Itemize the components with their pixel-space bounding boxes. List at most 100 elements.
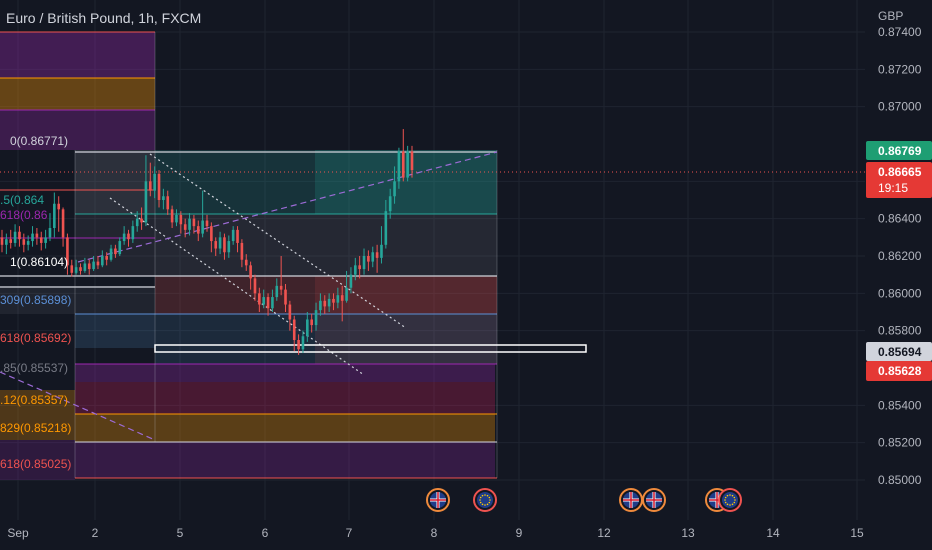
candle (384, 200, 388, 249)
candle (196, 220, 200, 242)
candle (271, 289, 274, 312)
candle (157, 170, 161, 208)
gbp-event-flag-icon[interactable] (426, 488, 450, 512)
candle-body (397, 151, 401, 182)
time-axis[interactable] (0, 520, 866, 550)
support-box[interactable] (154, 344, 587, 353)
flag-star (726, 503, 729, 506)
candle (18, 226, 21, 247)
fib-zone (155, 314, 497, 364)
candle (66, 233, 69, 275)
time-tick-label: 12 (597, 526, 611, 540)
price-tick-label: 0.85400 (878, 398, 922, 412)
flag-star (481, 494, 484, 497)
fib-level-label: 618(0.85692) (0, 331, 71, 345)
candle-body (192, 218, 196, 227)
candle-body (380, 244, 383, 258)
candle (410, 145, 414, 178)
fib-level-label: 0(0.86771) (10, 134, 68, 148)
time-tick-label: 9 (516, 526, 523, 540)
candle-body (118, 241, 122, 255)
flag-star (726, 494, 729, 497)
candle (183, 218, 187, 238)
fib-zone (75, 364, 495, 382)
candle (393, 166, 396, 204)
flag-star (484, 494, 486, 496)
fib-level-label-partial: .5(0.864 (0, 193, 44, 207)
candle-body (153, 173, 156, 191)
candle-body (227, 241, 231, 253)
candle-body (26, 241, 30, 245)
candle (140, 207, 143, 230)
candle (0, 229, 4, 253)
candle-body (35, 233, 39, 238)
candle (275, 278, 279, 301)
trend-line[interactable] (77, 151, 498, 263)
candle-body (44, 237, 47, 243)
candle (205, 214, 209, 232)
flag-star (733, 501, 736, 504)
candle-body (301, 336, 305, 350)
channel-upper-line[interactable] (149, 153, 407, 329)
price-tag-value: 0.85694 (878, 345, 922, 359)
candle (401, 129, 405, 182)
candle (236, 226, 239, 253)
candle (53, 192, 56, 238)
candle-body (140, 218, 143, 223)
candle (406, 145, 409, 182)
candle (188, 213, 191, 236)
candle-body (314, 310, 318, 326)
candle (336, 287, 340, 309)
candle-body (332, 298, 335, 303)
gbp-event-flag-icon[interactable] (642, 488, 666, 512)
time-tick-label: 15 (850, 526, 864, 540)
fib-zone (75, 150, 155, 214)
candle-body (327, 298, 331, 307)
flag-star (489, 499, 491, 501)
candle-body (266, 297, 270, 309)
time-tick-label: Sep (7, 526, 29, 540)
candle (262, 289, 266, 309)
candle-body (288, 304, 292, 320)
fib-zone (75, 414, 495, 442)
candle-body (9, 239, 13, 243)
trend-line-lower[interactable] (0, 371, 156, 441)
candle (92, 256, 95, 271)
time-tick-label: 5 (177, 526, 184, 540)
candle-body (349, 274, 353, 288)
flag-star (488, 496, 491, 499)
price-tag: 0.86769 (866, 141, 932, 160)
eur-event-flag-icon[interactable] (718, 488, 742, 512)
candle-body (297, 340, 300, 350)
gbp-event-flag-icon[interactable] (619, 488, 643, 512)
fib-zone (0, 110, 155, 150)
flag-star (481, 503, 484, 506)
fib-level-label-partial: 618(0.86 (0, 208, 48, 222)
candle (201, 190, 204, 238)
price-axis[interactable] (866, 0, 932, 550)
candle-body (105, 256, 108, 260)
flag-star (486, 494, 489, 497)
candle-body (175, 214, 178, 223)
flag-bg (722, 492, 738, 508)
candle-body (79, 267, 82, 271)
candle-body (87, 263, 91, 270)
candle-body (358, 265, 361, 270)
fib-level-label: 1(0.86104) (10, 255, 68, 269)
time-tick-label: 6 (262, 526, 269, 540)
candle-body (271, 297, 274, 309)
candle-body (371, 252, 375, 262)
eur-event-flag-icon[interactable] (473, 488, 497, 512)
candle-body (201, 220, 204, 234)
fib-zone (0, 32, 155, 78)
candle (9, 229, 13, 249)
candle-body (57, 203, 61, 210)
candle (192, 214, 196, 234)
fib-zone (75, 382, 495, 414)
flag-star (488, 501, 491, 504)
candle (240, 239, 244, 268)
candle-body (284, 289, 287, 305)
candle (227, 235, 231, 258)
channel-lower-line[interactable] (109, 197, 365, 376)
